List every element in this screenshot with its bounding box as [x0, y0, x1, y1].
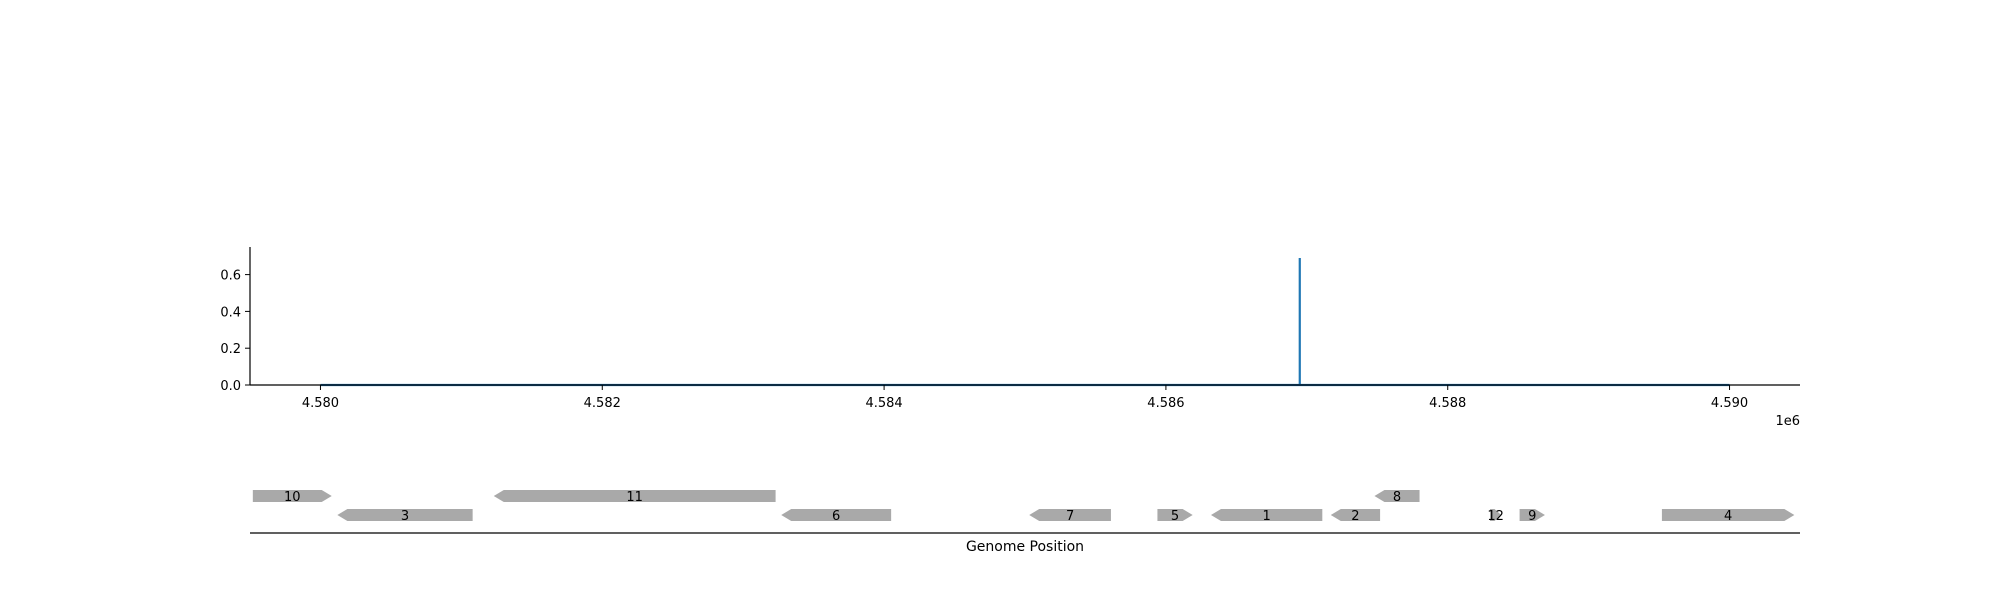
gene-label: 1 — [1263, 509, 1271, 524]
gene-feature-6 — [781, 509, 892, 521]
y-tick-label: 0.2 — [220, 342, 241, 357]
gene-feature-1 — [1211, 509, 1323, 521]
x-tick-label: 4.582 — [584, 396, 621, 411]
x-axis-offset-label: 1e6 — [1775, 414, 1800, 429]
gene-label: 12 — [1487, 509, 1504, 524]
gene-label: 3 — [401, 509, 409, 524]
gene-feature-4 — [1661, 509, 1795, 521]
gene-feature-3 — [337, 509, 473, 521]
y-tick-label: 0.6 — [220, 269, 241, 284]
x-tick-label: 4.586 — [1147, 396, 1184, 411]
gene-feature-12 — [1490, 509, 1502, 521]
gene-label: 9 — [1528, 509, 1536, 524]
gene-label: 10 — [284, 490, 301, 505]
gene-feature-11 — [493, 490, 776, 502]
y-tick-label: 0.4 — [220, 305, 241, 320]
gene-label: 4 — [1724, 509, 1732, 524]
coverage-plot: 0.00.20.40.6 4.580 4.582 4.584 4.586 4.588 4.… — [220, 247, 1800, 429]
gene-label: 8 — [1393, 490, 1401, 505]
gene-feature-9 — [1519, 509, 1545, 521]
gene-feature-10 — [252, 490, 332, 502]
x-tick-label: 4.584 — [865, 396, 902, 411]
gene-label: 6 — [832, 509, 840, 524]
gene-label: 2 — [1351, 509, 1359, 524]
gene-feature-5 — [1157, 509, 1193, 521]
y-tick-label: 0.0 — [220, 379, 241, 394]
gene-feature-2 — [1330, 509, 1381, 521]
x-tick-label: 4.588 — [1429, 396, 1466, 411]
x-axis-title: Genome Position — [966, 539, 1084, 555]
gene-label: 5 — [1171, 509, 1179, 524]
x-tick-label: 4.580 — [302, 396, 339, 411]
gene-label: 11 — [626, 490, 643, 505]
gene-label: 7 — [1066, 509, 1074, 524]
y-axis-ticks: 0.0 0.2 0.4 0.6 — [220, 269, 250, 394]
x-tick-label: 4.590 — [1711, 396, 1748, 411]
x-axis-ticks: 4.580 4.582 4.584 4.586 4.588 4.590 — [302, 385, 1748, 411]
gene-feature-7 — [1029, 509, 1111, 521]
gene-feature-8 — [1374, 490, 1420, 502]
